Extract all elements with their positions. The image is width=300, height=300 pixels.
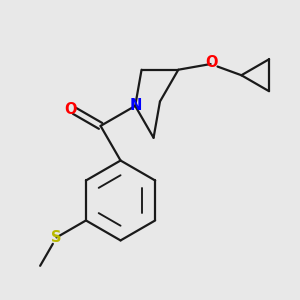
Text: O: O [205, 56, 217, 70]
Text: S: S [51, 230, 62, 245]
Text: N: N [130, 98, 142, 113]
Text: O: O [64, 102, 77, 117]
